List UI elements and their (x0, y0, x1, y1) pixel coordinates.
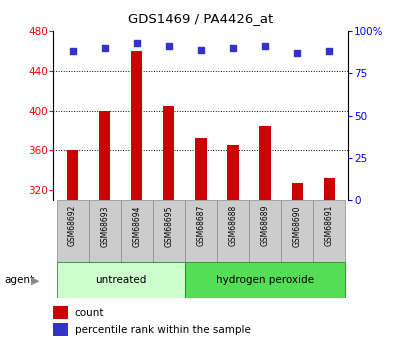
Bar (53, 306, 68, 319)
Bar (184, 262, 344, 298)
Bar (195, 138, 206, 200)
Text: hydrogen peroxide: hydrogen peroxide (216, 275, 313, 285)
Bar (99, 111, 110, 200)
Bar (312, 200, 344, 262)
Text: untreated: untreated (95, 275, 146, 285)
Bar (323, 178, 334, 200)
Text: agent: agent (4, 275, 34, 285)
Text: GDS1469 / PA4426_at: GDS1469 / PA4426_at (128, 12, 273, 25)
Point (101, 45, 108, 51)
Bar (120, 200, 153, 262)
Text: count: count (74, 308, 104, 317)
Bar (56, 200, 88, 262)
Point (229, 45, 236, 51)
Point (325, 49, 332, 54)
Text: percentile rank within the sample: percentile rank within the sample (74, 325, 250, 335)
Text: GSM68695: GSM68695 (164, 205, 173, 247)
Bar (184, 200, 216, 262)
Bar (216, 200, 248, 262)
Bar (248, 200, 281, 262)
Bar (259, 126, 270, 200)
Bar (56, 262, 184, 298)
Text: ▶: ▶ (31, 275, 39, 285)
Point (293, 50, 300, 56)
Bar (67, 150, 78, 200)
Bar (227, 145, 238, 200)
Text: GSM68690: GSM68690 (292, 205, 301, 247)
Text: GSM68691: GSM68691 (324, 205, 333, 246)
Bar (88, 200, 120, 262)
Bar (53, 323, 68, 336)
Bar (131, 51, 142, 200)
Point (69, 49, 76, 54)
Point (197, 47, 204, 52)
Bar (281, 200, 312, 262)
Text: GSM68692: GSM68692 (68, 205, 77, 246)
Text: GSM68689: GSM68689 (260, 205, 269, 246)
Point (261, 43, 268, 49)
Bar (153, 200, 184, 262)
Text: GSM68687: GSM68687 (196, 205, 205, 246)
Bar (291, 183, 302, 200)
Text: GSM68688: GSM68688 (228, 205, 237, 246)
Point (133, 40, 139, 46)
Text: GSM68694: GSM68694 (132, 205, 141, 247)
Text: GSM68693: GSM68693 (100, 205, 109, 247)
Bar (163, 106, 174, 200)
Point (165, 43, 172, 49)
